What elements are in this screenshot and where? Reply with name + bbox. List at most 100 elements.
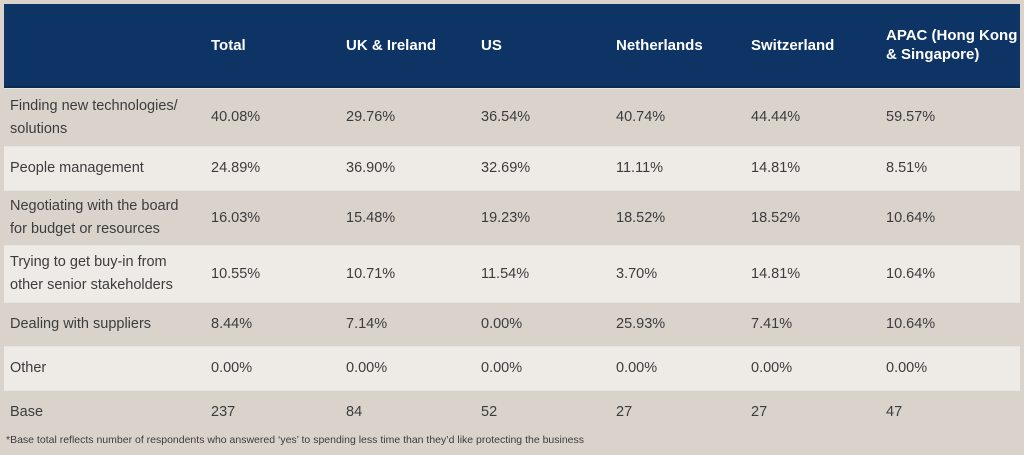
cell-value: 36.54% (481, 109, 531, 125)
cell-value: 27 (751, 404, 768, 420)
cell-value: 40.74% (616, 109, 666, 125)
cell-value: 29.76% (346, 109, 396, 125)
header-row: Total UK & Ireland US Netherlands Switze… (4, 4, 1020, 88)
header-cell-uk-ireland: UK & Ireland (338, 4, 473, 88)
header-cell-switzerland: Switzerland (743, 4, 878, 88)
value-cell: 18.52% (608, 190, 743, 245)
cell-value: 84 (346, 404, 363, 420)
value-cell: 11.11% (608, 146, 743, 190)
value-cell: 40.74% (608, 88, 743, 146)
row-label: Other (10, 360, 47, 376)
value-cell: 0.00% (473, 302, 608, 346)
cell-value: 18.52% (751, 209, 801, 226)
value-cell: 44.44% (743, 88, 878, 146)
row-label-cell: Trying to get buy-in from other senior s… (4, 245, 203, 302)
cell-value: 7.41% (751, 316, 793, 332)
value-cell: 84 (338, 390, 473, 434)
header-cell-netherlands: Netherlands (608, 4, 743, 88)
table-row: Finding new technologies/ solutions 40.08… (4, 88, 1020, 146)
value-cell: 52 (473, 390, 608, 434)
value-cell: 10.64% (878, 302, 1020, 346)
value-cell: 14.81% (743, 146, 878, 190)
value-cell: 19.23% (473, 190, 608, 245)
cell-value: 7.14% (346, 316, 388, 332)
header-label: APAC (Hong Kong & Singapore) (886, 27, 1018, 63)
cell-value: 32.69% (481, 160, 531, 176)
table-row: Other 0.00% 0.00% 0.00% 0.00% 0.00% 0.00% (4, 346, 1020, 390)
value-cell: 0.00% (743, 346, 878, 390)
value-cell: 18.52% (743, 190, 878, 245)
cell-value: 237 (211, 404, 236, 420)
value-cell: 14.81% (743, 245, 878, 302)
data-table: Total UK & Ireland US Netherlands Switze… (4, 4, 1020, 434)
row-label-cell: Dealing with suppliers (4, 302, 203, 346)
value-cell: 10.55% (203, 245, 338, 302)
cell-value: 15.48% (346, 209, 396, 226)
value-cell: 16.03% (203, 190, 338, 245)
value-cell: 59.57% (878, 88, 1020, 146)
table-row: People management 24.89% 36.90% 32.69% 11.11… (4, 146, 1020, 190)
row-label: Negotiating with the board for budget or… (10, 198, 179, 237)
cell-value: 40.08% (211, 109, 261, 125)
cell-value: 47 (886, 404, 903, 420)
header-label: Switzerland (751, 36, 835, 54)
cell-value: 25.93% (616, 316, 666, 332)
value-cell: 8.44% (203, 302, 338, 346)
cell-value: 10.71% (346, 265, 396, 282)
cell-value: 19.23% (481, 209, 531, 226)
row-label: Dealing with suppliers (10, 316, 152, 332)
cell-value: 0.00% (886, 360, 928, 376)
row-label-cell: Other (4, 346, 203, 390)
value-cell: 0.00% (878, 346, 1020, 390)
value-cell: 7.41% (743, 302, 878, 346)
value-cell: 27 (743, 390, 878, 434)
value-cell: 15.48% (338, 190, 473, 245)
value-cell: 36.54% (473, 88, 608, 146)
header-cell-us: US (473, 4, 608, 88)
value-cell: 10.64% (878, 190, 1020, 245)
cell-value: 11.11% (616, 160, 664, 176)
cell-value: 0.00% (481, 360, 523, 376)
value-cell: 0.00% (203, 346, 338, 390)
value-cell: 0.00% (608, 346, 743, 390)
cell-value: 0.00% (211, 360, 253, 376)
row-label: People management (10, 160, 144, 176)
row-label: Trying to get buy-in from other senior s… (10, 254, 173, 293)
value-cell: 8.51% (878, 146, 1020, 190)
cell-value: 59.57% (886, 109, 936, 125)
footnote: *Base total reflects number of responden… (6, 434, 585, 446)
value-cell: 0.00% (473, 346, 608, 390)
cell-value: 3.70% (616, 265, 658, 282)
value-cell: 3.70% (608, 245, 743, 302)
row-label: Finding new technologies/ solutions (10, 97, 178, 137)
cell-value: 24.89% (211, 160, 261, 176)
cell-value: 18.52% (616, 209, 666, 226)
cell-value: 52 (481, 404, 498, 420)
table-row: Trying to get buy-in from other senior s… (4, 245, 1020, 302)
row-label: Base (10, 404, 44, 420)
cell-value: 0.00% (616, 360, 658, 376)
data-table-container: Total UK & Ireland US Netherlands Switze… (4, 4, 1020, 434)
cell-value: 36.90% (346, 160, 396, 176)
header-cell-blank (4, 4, 203, 88)
value-cell: 10.64% (878, 245, 1020, 302)
value-cell: 29.76% (338, 88, 473, 146)
value-cell: 32.69% (473, 146, 608, 190)
cell-value: 10.55% (211, 265, 261, 282)
value-cell: 47 (878, 390, 1020, 434)
cell-value: 14.81% (751, 265, 801, 282)
value-cell: 10.71% (338, 245, 473, 302)
cell-value: 11.54% (481, 265, 530, 282)
header-label: US (481, 36, 502, 54)
cell-value: 0.00% (481, 316, 523, 332)
table-row: Negotiating with the board for budget or… (4, 190, 1020, 245)
table-row: Dealing with suppliers 8.44% 7.14% 0.00% 25.… (4, 302, 1020, 346)
cell-value: 27 (616, 404, 633, 420)
header-label: Total (211, 36, 246, 54)
cell-value: 0.00% (751, 360, 793, 376)
cell-value: 10.64% (886, 316, 936, 332)
cell-value: 8.44% (211, 316, 253, 332)
cell-value: 44.44% (751, 109, 801, 125)
value-cell: 40.08% (203, 88, 338, 146)
table-row: Base 237 84 52 27 27 47 (4, 390, 1020, 434)
